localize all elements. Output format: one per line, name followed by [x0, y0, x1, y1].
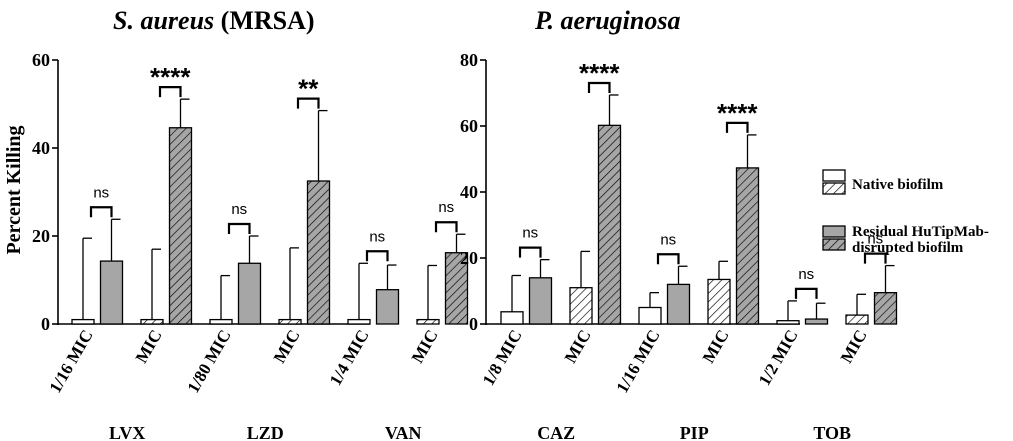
- significance-label: **: [298, 74, 319, 104]
- group-label: PIP: [680, 423, 709, 441]
- x-tick-label: MIC: [837, 327, 871, 367]
- bar-hatch: [279, 319, 301, 324]
- legend-swatch-disrupted-hatch-overlay: [823, 239, 845, 250]
- y-tick-label: 60: [460, 116, 478, 136]
- bar-hatch: [417, 319, 439, 324]
- x-tick-label: 1/4 MIC: [326, 327, 373, 389]
- x-tick-label: MIC: [699, 327, 733, 367]
- bar-disrupted: [666, 283, 691, 325]
- bar-hatch: [874, 292, 897, 324]
- legend-label-native: Native biofilm: [852, 177, 944, 193]
- significance-label: ns: [660, 231, 676, 248]
- significance-label: ns: [798, 266, 814, 283]
- y-tick-label: 40: [32, 138, 50, 158]
- bar-disrupted: [375, 289, 400, 325]
- x-tick-label: 1/16 MIC: [46, 327, 97, 397]
- x-tick-label: 1/2 MIC: [755, 327, 802, 389]
- y-tick-label: 60: [32, 50, 50, 70]
- significance-bracket: [365, 250, 389, 262]
- significance-label: ns: [522, 225, 538, 242]
- group-label: LZD: [247, 423, 284, 441]
- bar-native: [209, 318, 233, 325]
- significance-label: ns: [438, 199, 454, 216]
- bar-native: [776, 320, 800, 325]
- group-label: LVX: [109, 423, 145, 441]
- group-label: TOB: [813, 423, 851, 441]
- bar-native: [347, 318, 371, 325]
- significance-bracket: [656, 253, 680, 265]
- significance-label: ns: [369, 228, 385, 245]
- bar-native: [638, 306, 662, 325]
- x-tick-label: 1/8 MIC: [479, 327, 526, 389]
- y-tick-label: 40: [460, 182, 478, 202]
- significance-bracket: [158, 86, 182, 98]
- y-tick-label: 20: [32, 226, 50, 246]
- legend-swatch-native-hatched: [822, 182, 846, 195]
- y-tick-label: 80: [460, 50, 478, 70]
- bar-native: [71, 318, 95, 325]
- group-label: CAZ: [537, 423, 575, 441]
- significance-bracket: [89, 206, 113, 218]
- bar-hatch: [141, 319, 163, 324]
- legend-label-disrupted-line2: disrupted biofilm: [852, 240, 964, 256]
- chart-1-plot: 0 20 40 60 ns 1/16 MIC **** MIC ns 1/80 MIC ** MIC n…: [32, 50, 469, 441]
- x-tick-label: MIC: [132, 327, 166, 367]
- bar-hatch: [570, 287, 592, 324]
- y-tick-label: 0: [41, 314, 50, 334]
- bar-disrupted: [804, 318, 829, 325]
- significance-bracket: [863, 252, 887, 264]
- legend-swatch-native: [822, 169, 846, 182]
- bar-disrupted: [99, 260, 124, 325]
- bar-disrupted: [528, 277, 553, 325]
- significance-bracket: [434, 221, 458, 233]
- y-tick-label: 20: [460, 248, 478, 268]
- significance-label: ns: [231, 201, 247, 218]
- significance-bracket: [794, 287, 818, 299]
- x-tick-label: 1/80 MIC: [184, 327, 235, 397]
- chart-2-title: P. aeruginosa: [534, 6, 680, 35]
- bar-hatch: [307, 181, 330, 324]
- x-tick-label: MIC: [561, 327, 595, 367]
- significance-bracket: [725, 121, 749, 133]
- bar-hatch: [736, 167, 759, 324]
- group-label: VAN: [385, 423, 422, 441]
- x-tick-label: MIC: [270, 327, 304, 367]
- significance-label: ns: [867, 231, 883, 248]
- legend-label-disrupted-line1: Residual HuTipMab-: [852, 224, 989, 240]
- significance-bracket: [227, 222, 251, 234]
- bar-disrupted: [237, 262, 262, 325]
- bar-native: [500, 311, 524, 325]
- significance-label: ****: [717, 98, 758, 128]
- y-tick-label: 0: [469, 314, 478, 334]
- legend-swatch-disrupted: [822, 225, 846, 238]
- bar-hatch: [846, 315, 868, 324]
- bar-hatch: [708, 279, 730, 324]
- significance-bracket: [518, 246, 542, 258]
- bar-hatch: [598, 125, 621, 324]
- bar-hatch: [445, 252, 468, 324]
- significance-bracket: [296, 97, 320, 109]
- chart-1-ylabel: Percent Killing: [3, 125, 25, 254]
- significance-label: ****: [579, 58, 620, 88]
- chart-1-title: S. aureus (MRSA): [113, 6, 315, 35]
- x-tick-label: 1/16 MIC: [613, 327, 664, 397]
- x-tick-label: MIC: [408, 327, 442, 367]
- significance-label: ****: [150, 62, 191, 92]
- significance-bracket: [587, 81, 611, 93]
- bar-hatch: [169, 127, 192, 324]
- significance-label: ns: [93, 184, 109, 201]
- legend: Native biofilm Residual HuTipMab- disrup…: [822, 169, 989, 256]
